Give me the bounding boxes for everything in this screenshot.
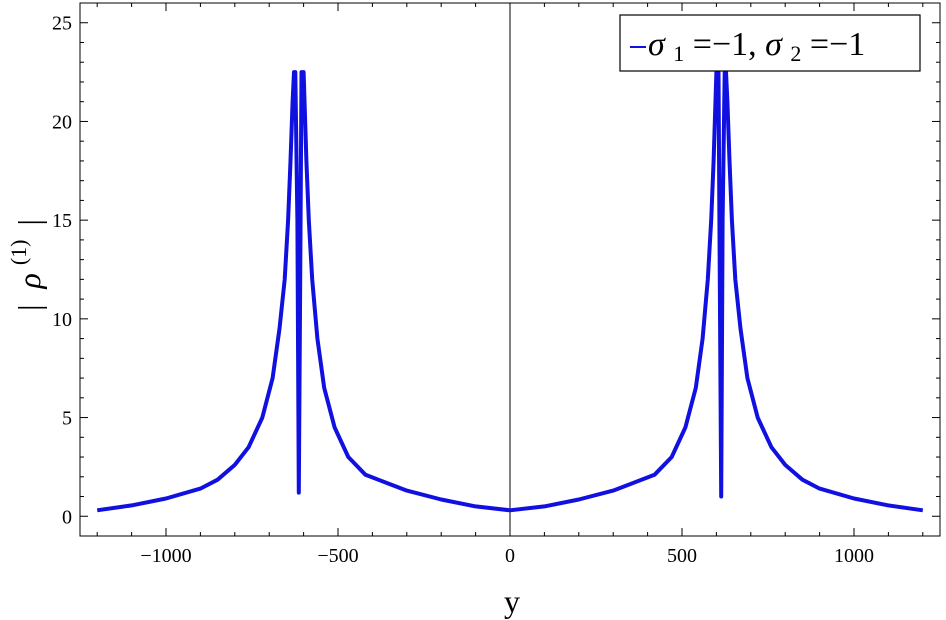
- x-axis-label: y: [504, 583, 520, 619]
- y-tick-label: 20: [52, 111, 72, 133]
- y-axis-label: | ρ (1) |: [0, 219, 47, 311]
- y-tick-label: 25: [52, 13, 72, 35]
- legend-box: [619, 14, 921, 72]
- legend-entry: σ 1 =−1, σ 2 =−1: [648, 26, 865, 69]
- y-tick-label: 5: [62, 408, 72, 430]
- x-tick-label: −500: [317, 545, 358, 567]
- x-tick-label: −1000: [140, 545, 191, 567]
- x-tick-label: 1000: [834, 545, 874, 567]
- x-tick-label: 500: [667, 545, 697, 567]
- legend-sigma1: σ: [648, 26, 666, 63]
- series-line-0: [96, 70, 924, 513]
- y-axis-label-rho: ρ: [11, 273, 47, 289]
- legend-sigma2-value: =−1: [810, 26, 865, 63]
- series-lines: [96, 70, 924, 513]
- legend-sigma2-subscript: 2: [790, 41, 801, 66]
- legend-sigma1-value: =−1,: [693, 26, 765, 63]
- y-tick-label: 0: [62, 506, 72, 528]
- legend-sigma1-subscript: 1: [673, 41, 684, 66]
- y-axis-label-superscript: (1): [6, 239, 31, 265]
- y-tick-label: 15: [52, 210, 72, 232]
- y-axis-label-bar-right: |: [11, 219, 47, 225]
- y-tick-label: 10: [52, 309, 72, 331]
- legend-sigma2: σ: [765, 26, 783, 63]
- x-axis-ticks: −1000 −500 0 500 1000: [96, 3, 924, 567]
- x-tick-label: 0: [505, 545, 515, 567]
- y-axis-label-bar-left: |: [11, 305, 47, 311]
- y-axis-ticks: 0 5 10 15 20 25: [52, 13, 940, 528]
- legend: σ 1 =−1, σ 2 =−1: [619, 14, 921, 72]
